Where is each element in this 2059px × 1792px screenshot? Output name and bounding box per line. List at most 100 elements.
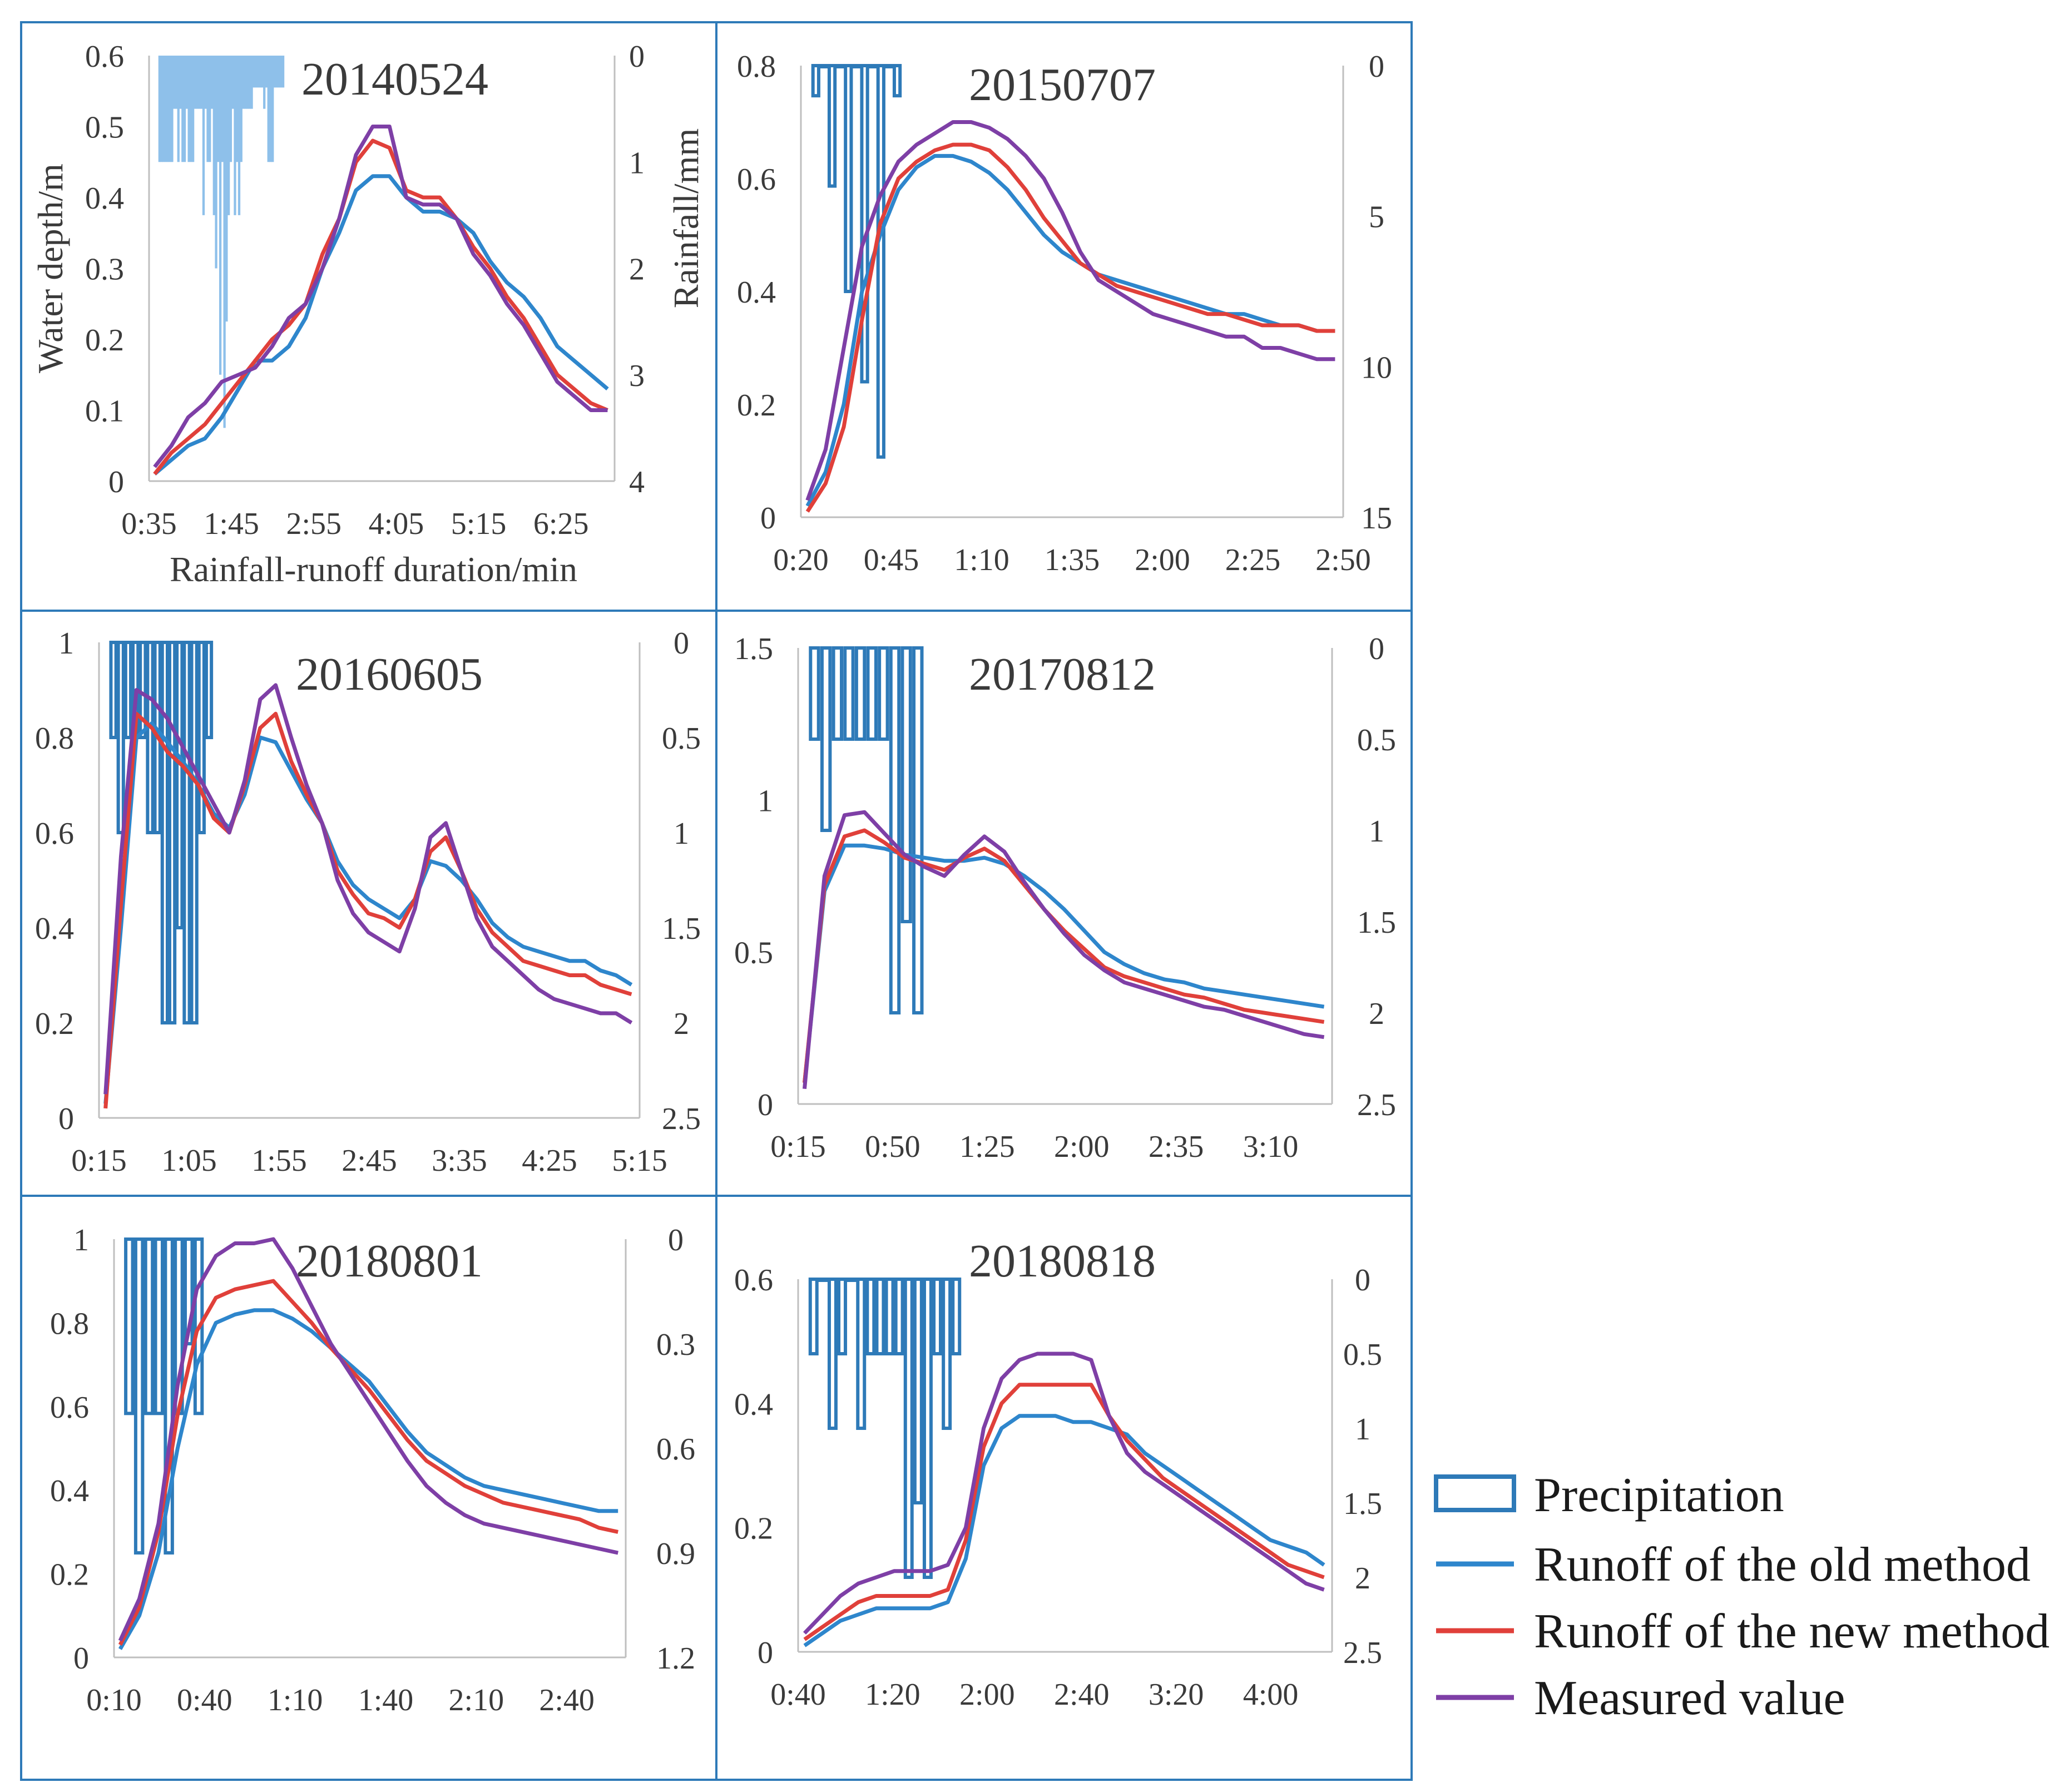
x-tick-label: 2:00 (959, 1677, 1015, 1712)
y-tick-label: 0 (58, 1102, 74, 1136)
series-line-new-method (153, 138, 608, 476)
y2-tick-label: 15 (1361, 501, 1392, 536)
y2-tick-label: 0 (1369, 632, 1384, 666)
precipitation-bar (204, 641, 214, 739)
precipitation-bar (820, 646, 832, 832)
precipitation-bar (844, 64, 853, 293)
precipitation-bars (109, 641, 214, 1024)
precipitation-bar (894, 1278, 904, 1355)
y-tick-label: 0 (758, 1088, 773, 1122)
precipitation-bar (865, 1278, 876, 1355)
chart-title: 20150707 (969, 59, 1156, 111)
x-tick-label: 1:10 (268, 1683, 323, 1717)
precipitation-bar (138, 641, 147, 739)
y2-tick-label: 0.5 (662, 721, 701, 756)
x-tick-label: 1:55 (251, 1143, 307, 1178)
chart-panel-20160605: 0 0.2 0.4 0.6 0.8 1 0 0.5 1 1.5 2 2.5 0:15 1:05 1:55 2:… (35, 626, 701, 1178)
precipitation-bar (261, 56, 264, 88)
precipitation-bar (171, 56, 174, 162)
precipitation-bar (837, 1278, 848, 1355)
y-tick-label: 0.2 (35, 1007, 74, 1041)
y-tick-label: 0.4 (85, 181, 124, 216)
y-tick-label: 1.5 (734, 632, 773, 666)
precipitation-bar (167, 641, 177, 1024)
y2-axis-title: Rainfall/mm (666, 128, 706, 309)
precipitation-bar (884, 64, 894, 68)
y-tick-label: 1 (758, 784, 773, 818)
series-line-old-method (803, 843, 1325, 1083)
precipitation-bar (281, 56, 285, 88)
legend-item-precipitation: Precipitation (1434, 1468, 1784, 1522)
precipitation-bar (843, 646, 855, 741)
precipitation-bar (160, 641, 169, 1024)
precipitation-bar (227, 56, 230, 215)
chart-panel-20140524: 0 0.1 0.2 0.3 0.4 0.5 0.6 0 1 2 3 4 0:35 1:45 2:55 4:05… (31, 39, 706, 589)
y2-tick-label: 1.5 (662, 912, 701, 946)
y2-tick-label: 0.6 (656, 1432, 695, 1467)
y2-tick-label: 1 (1355, 1412, 1370, 1447)
y-tick-label: 0.6 (734, 1263, 773, 1298)
x-axis-title: Rainfall-runoff duration/min (170, 550, 577, 589)
legend-item-new: Runoff of the new method (1436, 1605, 2050, 1659)
legend-label-new: Runoff of the new method (1534, 1605, 2050, 1659)
y-tick-label: 0.8 (737, 49, 776, 84)
x-tick-label: 3:20 (1149, 1677, 1204, 1712)
precipitation-bar (237, 56, 241, 215)
series-line-measured (803, 810, 1325, 1090)
x-tick-label: 3:35 (432, 1143, 487, 1178)
precipitation-bar (190, 641, 199, 1024)
precipitation-bar (133, 1237, 145, 1555)
y2-tick-label: 2.5 (1357, 1088, 1396, 1122)
y2-tick-label: 2 (1369, 997, 1384, 1031)
precipitation-bar (922, 1278, 933, 1579)
precipitation-bar (271, 56, 274, 162)
precipitation-bar (202, 56, 205, 215)
precipitation-bar (177, 56, 180, 162)
y2-tick-label: 1.5 (1343, 1487, 1382, 1521)
series-line-new-method (805, 142, 1335, 513)
y-tick-label: 0.4 (737, 275, 776, 310)
precipitation-bar (903, 1278, 914, 1579)
y2-tick-label: 2.5 (1343, 1636, 1382, 1670)
precipitation-bar (240, 56, 242, 162)
y-tick-label: 0.4 (50, 1474, 89, 1508)
y-tick-label: 0.2 (50, 1558, 89, 1592)
y-tick-label: 0.5 (85, 111, 124, 145)
x-tick-label: 1:35 (1045, 543, 1100, 577)
precipitation-bar (854, 646, 867, 741)
precipitation-bar (889, 646, 901, 1014)
x-tick-label: 6:25 (533, 507, 589, 541)
x-tick-label: 0:20 (773, 543, 829, 577)
y-tick-label: 0.6 (35, 816, 74, 851)
precipitation-bar (242, 56, 245, 109)
precipitation-bar (215, 56, 217, 269)
x-tick-label: 2:40 (539, 1683, 595, 1717)
x-tick-label: 3:10 (1243, 1130, 1299, 1164)
y-tick-label: 0.6 (85, 39, 124, 74)
series-line-new-method (118, 1279, 618, 1646)
y2-tick-label: 0.3 (656, 1328, 695, 1362)
series-line-old-method (153, 174, 609, 476)
precipitation-bar (811, 64, 820, 98)
precipitation-bar (259, 56, 261, 88)
x-tick-label: 1:25 (959, 1130, 1015, 1164)
precipitation-bar (878, 646, 889, 741)
precipitation-bar (182, 641, 191, 1024)
y-tick-label: 0.1 (85, 394, 124, 429)
x-tick-label: 0:40 (770, 1677, 826, 1712)
precipitation-bar (819, 64, 829, 68)
series-line-old-method (118, 1308, 618, 1650)
y2-tick-label: 5 (1369, 200, 1384, 235)
series-line-measured (153, 125, 608, 468)
chart-title: 20160605 (296, 649, 483, 700)
precipitation-bar (267, 56, 270, 162)
series-line-new-method (803, 1383, 1325, 1641)
precipitation-bar (229, 56, 232, 162)
y2-tick-label: 0 (1369, 49, 1384, 84)
precipitation-bars (811, 64, 902, 459)
series-line-new-method (803, 828, 1325, 1083)
y2-tick-label: 1 (1369, 814, 1384, 849)
precipitation-bar (225, 56, 228, 322)
precipitation-bar (223, 56, 226, 428)
legend-swatch-precipitation (1434, 1474, 1516, 1512)
